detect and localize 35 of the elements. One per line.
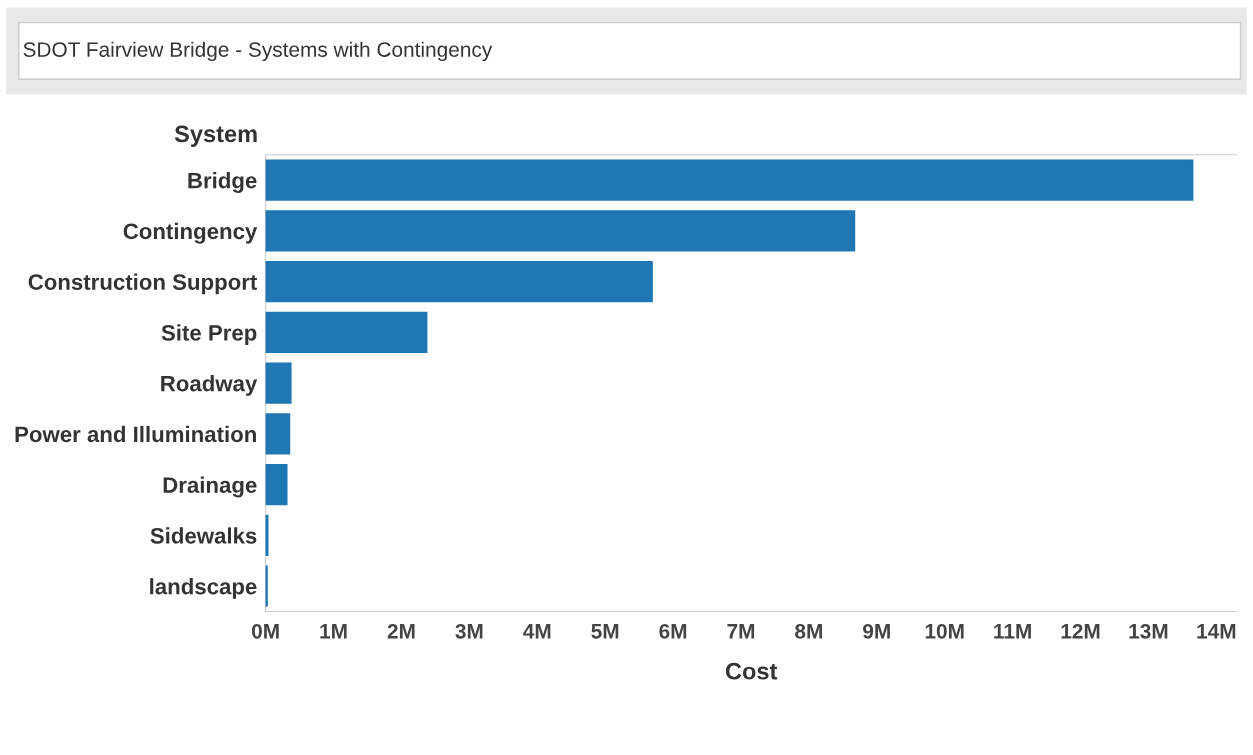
y-tick-label: Construction Support <box>28 273 258 295</box>
x-tick-label: 1M <box>320 624 347 639</box>
x-tick-label: 11M <box>994 624 1031 639</box>
x-tick-label: 14M <box>1197 624 1236 639</box>
x-tick-label: 7M <box>727 624 755 639</box>
x-tick-label: 0M <box>251 623 279 639</box>
chart-title: SDOT Fairview Bridge - Systems with Contingency <box>23 41 493 62</box>
x-tick-label: 9M <box>863 623 890 639</box>
x-tick-label: 12M <box>1061 623 1100 639</box>
y-tick-label: Bridge <box>188 172 257 193</box>
bar <box>265 311 428 354</box>
bar <box>265 514 269 557</box>
x-tick-label: 2M <box>387 623 415 639</box>
x-tick-label: 8M <box>795 623 822 639</box>
y-tick-label: landscape <box>150 578 257 599</box>
bar <box>265 413 291 455</box>
bar <box>265 261 653 303</box>
y-tick-label: Contingency <box>123 222 258 244</box>
bar <box>265 362 292 404</box>
x-tick-label: 4M <box>523 624 551 639</box>
x-axis-title: Cost <box>725 662 778 680</box>
x-tick-label: 6M <box>659 623 687 639</box>
x-tick-label: 10M <box>925 623 964 639</box>
y-tick-label: Power and Illumination <box>15 425 256 443</box>
y-tick-label: Site Prep <box>161 324 257 346</box>
y-tick-label: Sidewalks <box>150 527 257 544</box>
y-axis-title: System <box>174 125 257 147</box>
y-tick-label: Roadway <box>161 375 258 396</box>
x-tick-label: 13M <box>1129 623 1168 639</box>
bar <box>265 210 856 252</box>
bar <box>265 159 1194 201</box>
x-tick-label: 5M <box>591 624 619 639</box>
y-tick-label: Drainage <box>163 476 257 498</box>
x-tick-label: 3M <box>455 623 483 639</box>
bar <box>265 464 288 506</box>
